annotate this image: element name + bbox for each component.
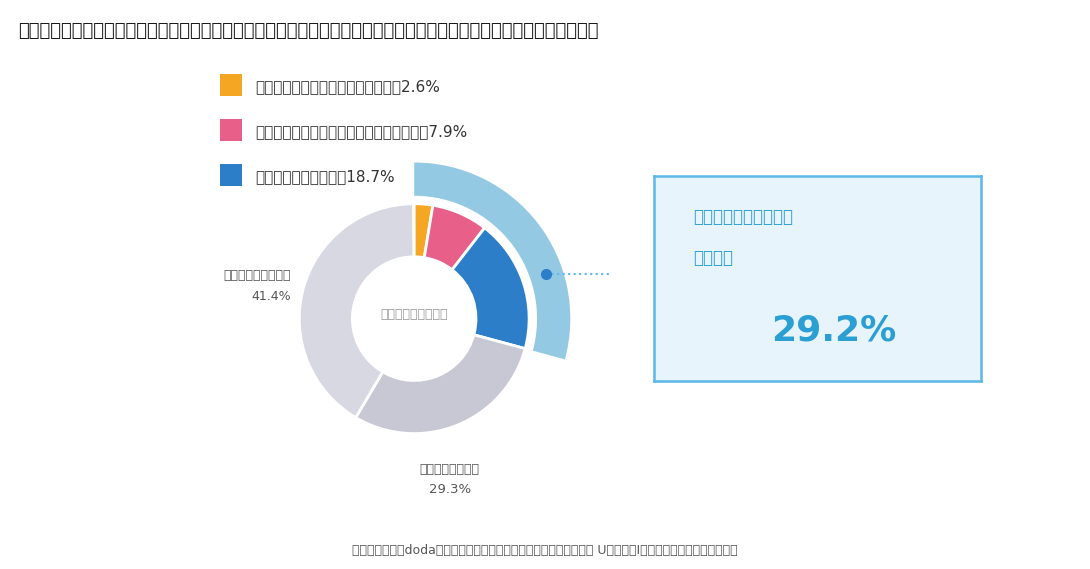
- Wedge shape: [424, 205, 485, 270]
- Text: まったく興味がない: まったく興味がない: [223, 269, 291, 282]
- Text: 29.2%: 29.2%: [772, 313, 896, 347]
- Wedge shape: [452, 228, 529, 349]
- FancyBboxPatch shape: [220, 164, 242, 186]
- Wedge shape: [355, 335, 525, 434]
- Text: 地方移住に興味がある: 地方移住に興味がある: [693, 208, 794, 226]
- Text: 地方移住に興味は？: 地方移住に興味は？: [380, 308, 448, 321]
- Text: 転職サービス「doda」、コロナで高まる地方への移住転職ニーズ！ Uターン・Iターン転職を望む理由とは？: 転職サービス「doda」、コロナで高まる地方への移住転職ニーズ！ Uターン・Iタ…: [352, 543, 738, 556]
- Text: 29.3%: 29.3%: [428, 483, 471, 496]
- Text: 興味があり、すでに移住している　2.6%: 興味があり、すでに移住している 2.6%: [255, 80, 440, 94]
- Text: 人の割合: 人の割合: [693, 249, 734, 267]
- Text: まあまあ興味がある　18.7%: まあまあ興味がある 18.7%: [255, 170, 395, 184]
- Text: 新型コロナ感染拡大の影響で、あなたは故郷や地方へ移住して仕事をすることに対してどの程度興味を持っていますか。: 新型コロナ感染拡大の影響で、あなたは故郷や地方へ移住して仕事をすることに対してど…: [19, 22, 598, 40]
- Text: あまり興味がない: あまり興味がない: [420, 463, 480, 476]
- Wedge shape: [414, 163, 570, 360]
- Wedge shape: [300, 204, 414, 418]
- FancyBboxPatch shape: [220, 119, 242, 141]
- FancyBboxPatch shape: [220, 74, 242, 96]
- Text: 興味があり、前向きに検討したいと思う　7.9%: 興味があり、前向きに検討したいと思う 7.9%: [255, 125, 468, 139]
- Text: 41.4%: 41.4%: [252, 290, 291, 303]
- Wedge shape: [414, 204, 433, 258]
